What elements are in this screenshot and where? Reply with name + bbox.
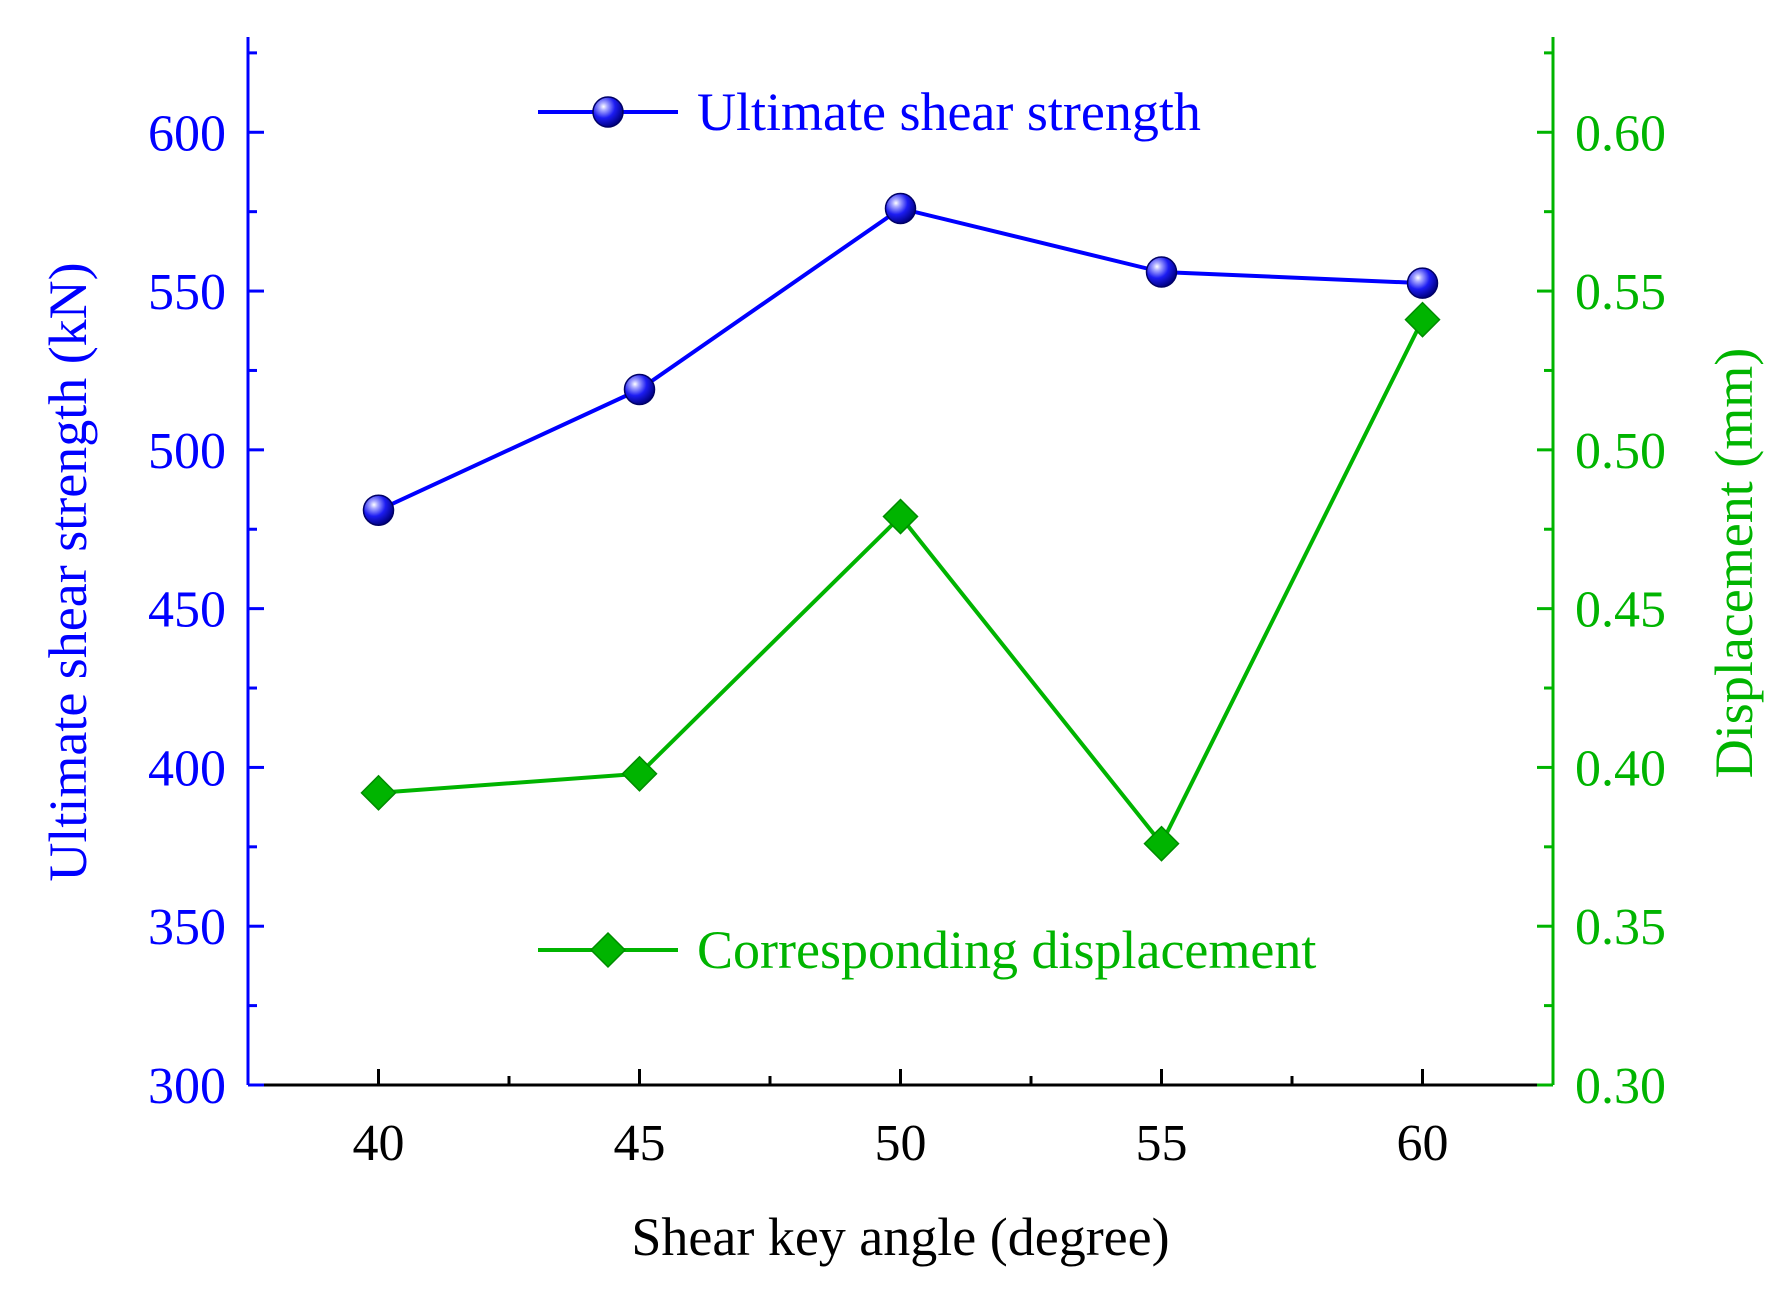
left-tick-label: 600: [148, 105, 226, 162]
legend-strength-label: Ultimate shear strength: [697, 82, 1201, 142]
displacement-point: [1404, 301, 1441, 338]
x-tick-label: 40: [353, 1115, 405, 1172]
right-tick-label: 0.60: [1575, 105, 1666, 162]
strength-line: [377, 206, 1423, 513]
ticks: 300 350 400 450 500 550 600 0.30 0.35 0.40 0.45 0.5…: [148, 51, 1666, 1172]
strength-point: [1406, 267, 1439, 299]
left-tick-label: 400: [148, 740, 226, 797]
left-tick-label: 550: [148, 264, 226, 321]
left-tick-label: 500: [148, 423, 226, 480]
strength-point: [884, 192, 917, 225]
strength-point: [1145, 256, 1178, 288]
right-tick-label: 0.35: [1575, 899, 1666, 956]
displacement-point: [621, 755, 658, 792]
legend-displacement-marker: [589, 931, 627, 969]
x-tick-label: 60: [1397, 1115, 1449, 1172]
legend-displacement-label: Corresponding displacement: [697, 920, 1316, 980]
left-tick-label: 450: [148, 582, 226, 639]
legend-strength-marker: [592, 96, 624, 128]
legend: Ultimate shear strength Corresponding dis…: [538, 82, 1316, 980]
x-tick-label: 50: [875, 1115, 927, 1172]
left-tick-label: 300: [148, 1058, 226, 1115]
x-tick-label: 55: [1136, 1115, 1188, 1172]
x-tick-label: 45: [614, 1115, 666, 1172]
series: [360, 192, 1441, 862]
right-tick-label: 0.50: [1575, 423, 1666, 480]
displacement-point: [882, 498, 919, 535]
left-tick-label: 350: [148, 899, 226, 956]
right-tick-label: 0.45: [1575, 582, 1666, 639]
right-tick-label: 0.40: [1575, 740, 1666, 797]
right-tick-label: 0.55: [1575, 264, 1666, 321]
displacement-point: [1143, 825, 1180, 862]
x-axis-title: Shear key angle (degree): [631, 1207, 1169, 1267]
y-right-axis-title: Displacement (mm): [1704, 348, 1764, 778]
right-tick-label: 0.30: [1575, 1058, 1666, 1115]
strength-point: [362, 494, 395, 526]
axis-labels: Shear key angle (degree) Ultimate shear s…: [38, 262, 1764, 1267]
y-left-axis-title: Ultimate shear strength (kN): [38, 262, 98, 881]
strength-point: [623, 373, 656, 406]
displacement-line: [378, 318, 1425, 848]
displacement-point: [360, 774, 397, 811]
